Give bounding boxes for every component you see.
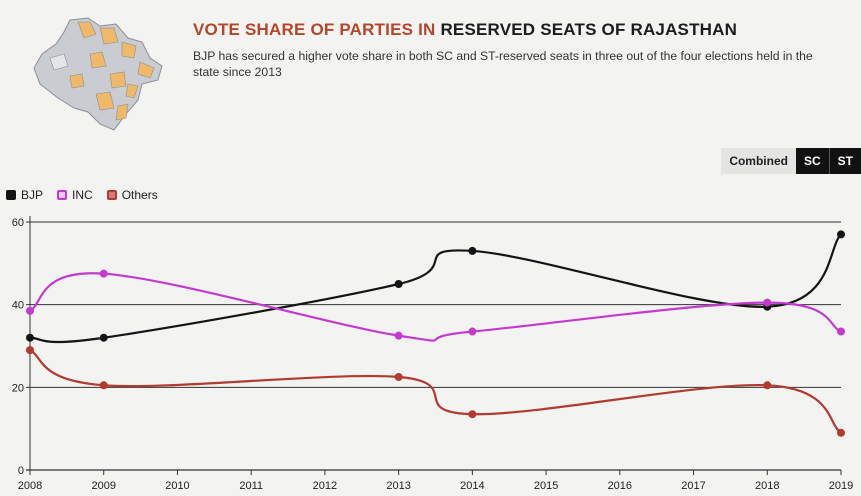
toggle-st[interactable]: ST — [828, 148, 861, 174]
legend-item-bjp[interactable]: BJP — [6, 188, 43, 202]
title-accent: VOTE SHARE OF PARTIES IN — [193, 20, 436, 39]
legend: BJP INC Others — [6, 188, 158, 202]
legend-swatch-bjp — [6, 190, 16, 200]
x-tick-label: 2017 — [681, 480, 705, 492]
chart-subtitle: BJP has secured a higher vote share in b… — [193, 49, 813, 79]
legend-label-inc: INC — [72, 188, 93, 202]
rajasthan-map-icon — [33, 17, 163, 131]
data-point-bjp — [99, 333, 108, 342]
x-tick-label: 2014 — [460, 480, 484, 492]
x-tick-label: 2016 — [608, 480, 632, 492]
data-point-others — [99, 381, 108, 390]
title-main: RESERVED SEATS OF RAJASTHAN — [440, 20, 738, 39]
y-tick-label: 60 — [12, 217, 24, 229]
legend-item-inc[interactable]: INC — [57, 188, 93, 202]
data-point-inc — [99, 269, 108, 278]
toggle-combined[interactable]: Combined — [721, 148, 796, 174]
seat-type-toggle: Combined SC ST — [721, 148, 861, 174]
x-tick-label: 2009 — [91, 480, 115, 492]
data-point-bjp — [394, 280, 403, 288]
x-tick-label: 2011 — [239, 480, 263, 492]
x-tick-label: 2019 — [829, 480, 853, 492]
data-point-bjp — [26, 333, 34, 342]
y-tick-label: 0 — [18, 465, 24, 477]
chart-title: VOTE SHARE OF PARTIES IN RESERVED SEATS … — [193, 20, 737, 40]
legend-swatch-inc — [57, 190, 68, 200]
x-tick-label: 2008 — [18, 480, 42, 492]
data-point-others — [26, 346, 34, 355]
x-tick-label: 2013 — [386, 480, 410, 492]
data-point-inc — [837, 327, 845, 336]
data-point-others — [468, 410, 477, 419]
legend-label-others: Others — [121, 188, 158, 202]
x-tick-label: 2012 — [313, 480, 337, 492]
legend-item-others[interactable]: Others — [106, 188, 158, 202]
data-point-inc — [468, 327, 477, 336]
x-tick-label: 2010 — [165, 480, 189, 492]
data-point-bjp — [468, 246, 477, 255]
x-tick-label: 2015 — [534, 480, 558, 492]
data-point-bjp — [837, 230, 845, 239]
legend-label-bjp: BJP — [21, 188, 44, 202]
y-tick-label: 40 — [12, 300, 24, 312]
legend-swatch-others — [106, 190, 117, 200]
data-point-inc — [763, 298, 772, 307]
y-tick-label: 20 — [12, 382, 24, 394]
series-line-others — [29, 349, 842, 434]
data-point-others — [837, 428, 845, 437]
data-point-others — [394, 373, 403, 381]
toggle-sc[interactable]: SC — [795, 148, 829, 174]
data-point-inc — [26, 306, 34, 315]
data-point-inc — [394, 331, 403, 340]
x-tick-label: 2018 — [755, 480, 779, 492]
series-line-bjp — [29, 233, 842, 344]
data-point-others — [763, 381, 772, 390]
